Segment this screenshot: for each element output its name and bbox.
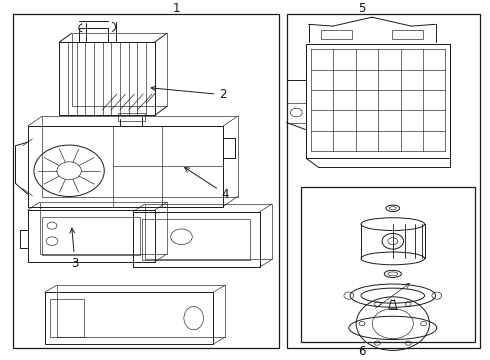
Text: 3: 3 [70,228,79,270]
Bar [143,219,250,260]
Bar [49,300,84,337]
Bar [13,14,279,348]
Text: 1: 1 [173,3,180,15]
Text: 4: 4 [185,167,229,201]
Bar [287,103,306,122]
Bar [118,113,145,121]
Bar [321,30,352,39]
Bar [42,116,238,197]
Bar [301,187,475,342]
Bar [57,285,225,337]
Bar [133,212,260,267]
Bar [45,292,213,344]
Bar [72,33,167,107]
Text: 2: 2 [151,86,227,101]
Bar [287,14,480,348]
Bar [27,126,223,207]
Bar [59,42,155,116]
Bar [145,204,272,260]
Bar [42,217,140,255]
Bar [40,202,167,254]
Bar [306,44,450,158]
Text: 6: 6 [359,345,366,358]
Bar [392,30,423,39]
Text: 5: 5 [359,3,366,15]
Bar [27,210,155,262]
